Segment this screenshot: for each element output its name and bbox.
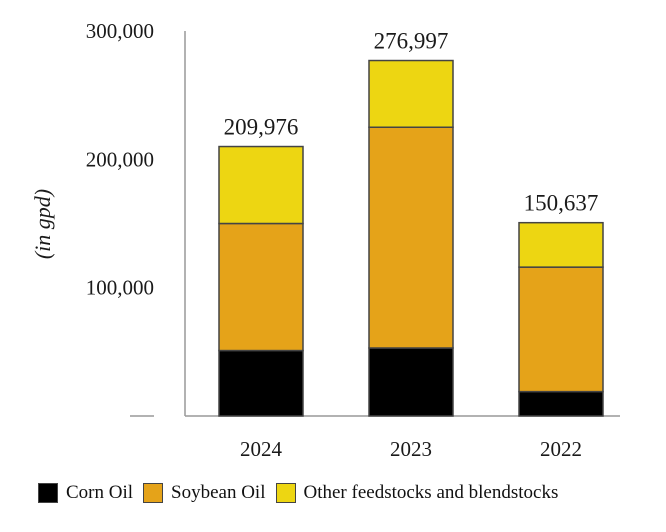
legend-label: Corn Oil xyxy=(66,482,134,503)
legend-item: Corn Oil xyxy=(38,482,133,504)
bar-segment xyxy=(518,266,604,393)
x-tick-label: 2022 xyxy=(540,437,582,461)
chart-bars xyxy=(218,59,604,417)
bar-total-label: 150,637 xyxy=(524,191,599,216)
y-tick-label: 100,000 xyxy=(86,276,154,300)
bar-segment xyxy=(218,222,304,352)
legend-label: Soybean Oil xyxy=(171,482,266,503)
y-tick-label: 200,000 xyxy=(86,147,154,171)
legend-item: Other feedstocks and blendstocks xyxy=(275,482,559,504)
x-tick-label: 2024 xyxy=(240,437,283,461)
bar-total-label: 276,997 xyxy=(374,29,449,54)
legend-item: Soybean Oil xyxy=(143,482,266,504)
y-axis-label: (in gpd) xyxy=(30,189,55,259)
bar-segment xyxy=(368,59,454,128)
y-tick-label: 300,000 xyxy=(86,19,154,43)
bar-segment xyxy=(518,221,604,268)
legend-swatch xyxy=(275,483,296,503)
legend-swatch xyxy=(143,483,164,503)
bar-segment xyxy=(368,347,454,417)
chart-legend: Corn Oil Soybean Oil Other feedstocks and … xyxy=(38,482,568,504)
bar-segment xyxy=(218,349,304,417)
bar-segment xyxy=(218,145,304,225)
x-tick-label: 2023 xyxy=(390,437,432,461)
chart-labels: 100,000 200,000 300,000 (in gpd) 209,976 2024… xyxy=(30,19,598,461)
bar-segment xyxy=(518,390,604,417)
legend-label: Other feedstocks and blendstocks xyxy=(303,482,559,503)
bar-total-label: 209,976 xyxy=(224,115,299,140)
bar-segment xyxy=(368,126,454,349)
legend-swatch xyxy=(38,483,58,503)
